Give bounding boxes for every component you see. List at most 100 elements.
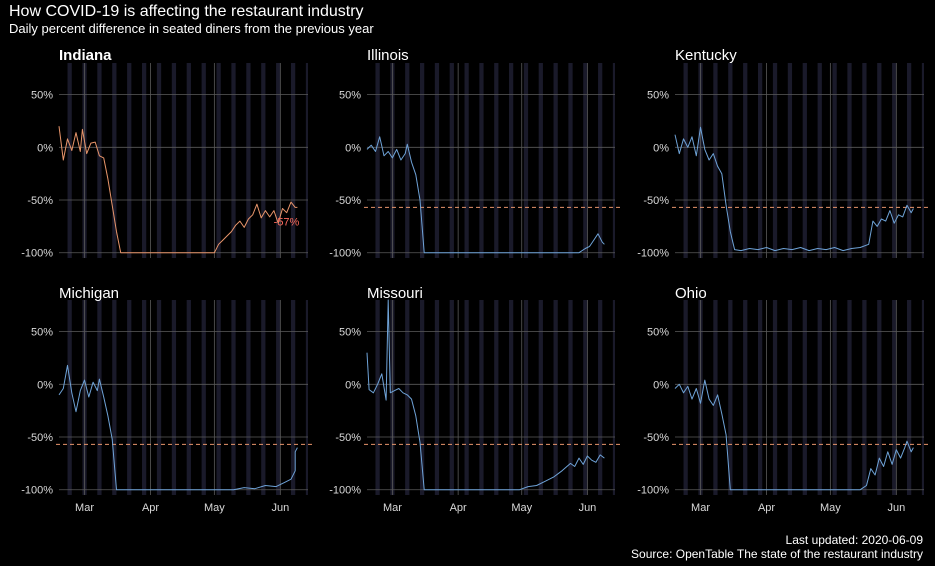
weekend-band (231, 63, 236, 258)
weekend-band (553, 300, 558, 495)
weekend-band (847, 63, 852, 258)
weekend-band (127, 300, 132, 495)
weekend-band (802, 63, 807, 258)
weekend-band (612, 300, 615, 495)
panel-michigan: 50% 0% -50% -100% Mar Apr May Jun Michigan (21, 285, 314, 514)
weekend-band (434, 300, 440, 495)
weekend-band (276, 63, 281, 258)
weekend-band (171, 63, 177, 258)
weekend-band (290, 63, 296, 258)
weekend-band (743, 300, 748, 495)
weekend-band (261, 63, 266, 258)
panel-title-ohio: Ohio (675, 285, 707, 302)
y-tick-label: -100% (329, 248, 361, 260)
y-tick-label: 50% (339, 90, 361, 102)
weekend-band (97, 300, 102, 495)
weekend-band (728, 63, 733, 258)
y-tick-label: -50% (643, 195, 669, 207)
x-tick-label: Apr (450, 502, 467, 514)
weekend-band (892, 63, 897, 258)
weekend-band (290, 300, 296, 495)
y-tick-label: -100% (21, 248, 53, 260)
y-tick-label: -100% (21, 485, 53, 497)
weekend-band (906, 300, 912, 495)
weekend-band (817, 63, 822, 258)
weekend-band (787, 300, 793, 495)
weekend-band (405, 63, 410, 258)
weekend-band (246, 300, 251, 495)
y-tick-label: 50% (339, 327, 361, 339)
x-tick-label: Mar (75, 502, 94, 514)
y-tick-label: 0% (37, 379, 53, 391)
y-tick-label: -50% (27, 195, 53, 207)
weekend-band (713, 300, 718, 495)
source-caption: Source: OpenTable The state of the resta… (631, 547, 923, 561)
weekend-band (216, 63, 221, 258)
weekend-band (142, 300, 147, 495)
last-updated-caption: Last updated: 2020-06-09 (785, 533, 923, 547)
weekend-band (171, 300, 177, 495)
panel-kentucky: 50% 0% -50% -100% Kentucky (637, 47, 930, 260)
weekend-band (568, 63, 573, 258)
weekend-band (186, 300, 191, 495)
weekend-band (728, 300, 733, 495)
weekend-band (921, 63, 924, 258)
x-tick-label: Mar (383, 502, 402, 514)
weekend-band (772, 300, 778, 495)
weekend-band (375, 300, 380, 495)
y-tick-label: -50% (27, 432, 53, 444)
y-tick-label: 0% (653, 379, 669, 391)
panel-title-michigan: Michigan (59, 285, 119, 302)
weekend-band (305, 300, 308, 495)
weekend-band (449, 300, 454, 495)
weekend-band (568, 300, 573, 495)
y-tick-label: 0% (345, 379, 361, 391)
panel-title-missouri: Missouri (367, 285, 423, 302)
weekend-band (67, 300, 72, 495)
weekend-band (156, 300, 162, 495)
weekend-band (276, 300, 281, 495)
weekend-band (772, 63, 778, 258)
x-tick-label: May (511, 502, 532, 514)
panel-title-illinois: Illinois (367, 47, 409, 64)
weekend-band (817, 300, 822, 495)
weekend-band (479, 300, 484, 495)
x-tick-label: May (820, 502, 841, 514)
weekend-band (479, 63, 484, 258)
panel-illinois: 50% 0% -50% -100% Illinois (329, 47, 621, 260)
weekend-band (862, 63, 867, 258)
y-tick-label: -100% (329, 485, 361, 497)
x-tick-label: Apr (758, 502, 775, 514)
panel-title-indiana: Indiana (59, 47, 112, 64)
series-line-kentucky (674, 126, 914, 252)
weekend-band (743, 63, 748, 258)
weekend-band (156, 63, 162, 258)
x-tick-label: Apr (142, 502, 159, 514)
weekend-band (127, 63, 132, 258)
weekend-band (787, 63, 793, 258)
weekend-band (538, 300, 543, 495)
series-line-michigan (58, 364, 298, 491)
weekend-band (877, 63, 882, 258)
x-tick-label: Mar (691, 502, 710, 514)
weekend-band (201, 300, 206, 495)
weekend-band (683, 300, 688, 495)
y-tick-label: 0% (653, 142, 669, 154)
weekend-band (434, 63, 440, 258)
weekend-band (494, 63, 499, 258)
weekend-band (97, 63, 102, 258)
weekend-band (375, 63, 380, 258)
y-tick-label: 50% (647, 327, 669, 339)
series-line-missouri (366, 299, 605, 491)
weekend-band (877, 300, 882, 495)
weekend-band (509, 300, 514, 495)
weekend-band (523, 300, 529, 495)
weekend-band (538, 63, 543, 258)
weekend-band (231, 300, 236, 495)
weekend-band (758, 63, 763, 258)
weekend-band (112, 63, 117, 258)
weekend-band (598, 300, 603, 495)
weekend-band (419, 300, 425, 495)
weekend-band (598, 63, 603, 258)
series-line-indiana (58, 126, 298, 254)
